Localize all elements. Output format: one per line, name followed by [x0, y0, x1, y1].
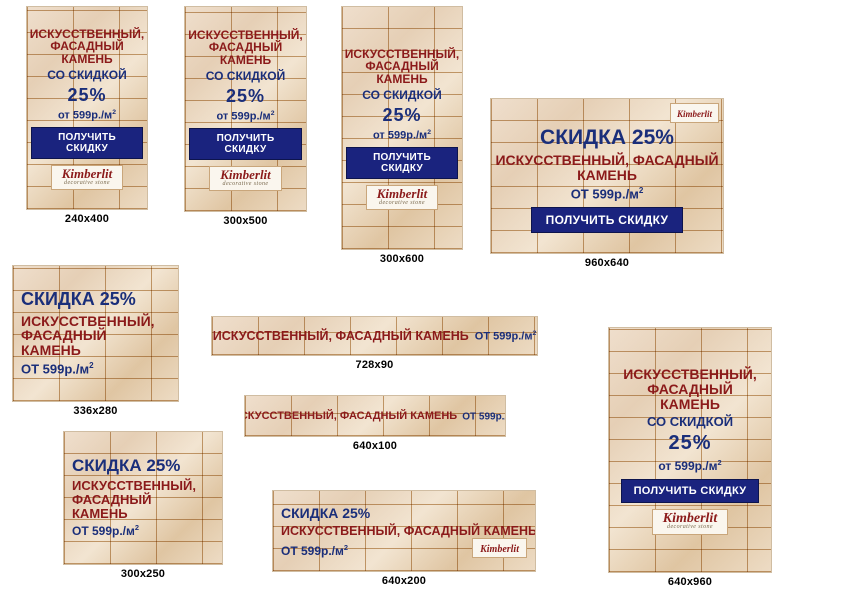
price: ОТ 599р./м2	[475, 330, 536, 343]
headline-line: ИСКУССТВЕННЫЙ,	[623, 366, 757, 382]
headline-line: КАМЕНЬ	[61, 52, 112, 66]
banner-960x640: Kimberlit СКИДКА 25% ИСКУССТВЕННЫЙ, ФАСА…	[490, 98, 724, 269]
banner-body: ИСКУССТВЕННЫЙ, ФАСАДНЫЙ КАМЕНЬ ОТ 599р./…	[211, 316, 538, 356]
discount-line: СКИДКА 25%	[72, 457, 180, 476]
headline-line: КАМЕНЬ	[21, 342, 81, 358]
price: ОТ 599р./м2	[72, 523, 139, 538]
banner-body: ИСКУССТВЕННЫЙ, ФАСАДНЫЙ КАМЕНЬ СО СКИДКО…	[26, 6, 148, 210]
with-discount: СО СКИДКОЙ	[47, 69, 126, 82]
size-caption: 300x500	[223, 215, 267, 227]
brand-logo: Kimberlit decorative stone	[652, 509, 728, 535]
with-discount: СО СКИДКОЙ	[206, 70, 285, 83]
brand-logo: Kimberlit decorative stone	[51, 165, 124, 190]
headline-line: КАМЕНЬ	[376, 72, 427, 86]
banner-640x100: ИСКУССТВЕННЫЙ, ФАСАДНЫЙ КАМЕНЬ ОТ 599р./…	[244, 395, 506, 452]
size-caption: 336x280	[73, 405, 117, 417]
brand-tag: decorative stone	[220, 182, 271, 188]
headline-line: КАМЕНЬ	[72, 506, 128, 521]
discount-line: СКИДКА 25%	[21, 290, 136, 310]
headline: ИСКУССТВЕННЫЙ, ФАСАДНЫЙ КАМЕНЬ	[30, 28, 144, 66]
brand-tag: decorative stone	[62, 181, 113, 187]
brand-name: Kimberlit	[480, 544, 519, 555]
price: от 599р./м2	[58, 109, 116, 122]
headline-line: ИСКУССТВЕННЫЙ, ФАСАДНЫЙ КАМЕНЬ	[495, 152, 718, 183]
banner-300x250: СКИДКА 25% ИСКУССТВЕННЫЙ, ФАСАДНЫЙ КАМЕН…	[63, 431, 223, 580]
brand-name: Kimberlit	[377, 188, 428, 200]
size-caption: 960x640	[585, 257, 629, 269]
price: ОТ 599р./м2	[462, 410, 506, 422]
banner-body: ИСКУССТВЕННЫЙ, ФАСАДНЫЙ КАМЕНЬ СО СКИДКО…	[184, 6, 307, 212]
cta-button[interactable]: ПОЛУЧИТЬ СКИДКУ	[346, 147, 458, 179]
discount-percent: 25%	[226, 86, 265, 107]
price: ОТ 599р./м2	[21, 361, 94, 376]
headline: ИСКУССТВЕННЫЙ, ФАСАДНЫЙ КАМЕНЬ	[495, 153, 719, 182]
banner-body: ИСКУССТВЕННЫЙ, ФАСАДНЫЙ КАМЕНЬ ОТ 599р./…	[244, 395, 506, 437]
discount-percent: 25%	[67, 85, 106, 106]
headline: ИСКУССТВЕННЫЙ, ФАСАДНЫЙ КАМЕНЬ	[244, 410, 457, 422]
size-caption: 640x200	[382, 575, 426, 587]
headline: ИСКУССТВЕННЫЙ, ФАСАДНЫЙ КАМЕНЬ	[188, 29, 302, 67]
banner-body: СКИДКА 25% ИСКУССТВЕННЫЙ, ФАСАДНЫЙ КАМЕН…	[272, 490, 536, 572]
banner-240x400: ИСКУССТВЕННЫЙ, ФАСАДНЫЙ КАМЕНЬ СО СКИДКО…	[26, 6, 148, 225]
cta-button[interactable]: ПОЛУЧИТЬ СКИДКУ	[189, 128, 302, 160]
banner-336x280: СКИДКА 25% ИСКУССТВЕННЫЙ, ФАСАДНЫЙ КАМЕН…	[12, 265, 179, 417]
brand-name: Kimberlit	[663, 512, 717, 525]
headline-line: КАМЕНЬ	[660, 396, 720, 412]
brand-name: Kimberlit	[62, 168, 113, 180]
banner-body: СКИДКА 25% ИСКУССТВЕННЫЙ, ФАСАДНЫЙ КАМЕН…	[12, 265, 179, 402]
headline: ИСКУССТВЕННЫЙ, ФАСАДНЫЙ КАМЕНЬ	[345, 48, 459, 86]
price: ОТ 599р./м2	[571, 186, 644, 201]
headline: ИСКУССТВЕННЫЙ, ФАСАДНЫЙ КАМЕНЬ	[21, 314, 155, 358]
cta-button[interactable]: ПОЛУЧИТЬ СКИДКУ	[531, 207, 684, 233]
size-caption: 300x250	[121, 568, 165, 580]
banner-body: СКИДКА 25% ИСКУССТВЕННЫЙ, ФАСАДНЫЙ КАМЕН…	[63, 431, 223, 565]
brand-name: Kimberlit	[220, 169, 271, 181]
discount-percent: 25%	[668, 432, 711, 455]
size-caption: 300x600	[380, 253, 424, 265]
brand-logo: Kimberlit	[670, 103, 719, 123]
discount-line: СКИДКА 25%	[540, 126, 674, 149]
headline-line: ФАСАДНЫЙ	[21, 327, 107, 343]
discount-line: СКИДКА 25%	[281, 506, 370, 521]
price: от 599р./м2	[373, 129, 431, 142]
brand-logo: Kimberlit	[472, 538, 527, 558]
banner-640x200: СКИДКА 25% ИСКУССТВЕННЫЙ, ФАСАДНЫЙ КАМЕН…	[272, 490, 536, 587]
size-caption: 728x90	[356, 359, 394, 371]
banner-body: ИСКУССТВЕННЫЙ, ФАСАДНЫЙ КАМЕНЬ СО СКИДКО…	[341, 6, 463, 250]
size-caption: 640x100	[353, 440, 397, 452]
size-caption: 240x400	[65, 213, 109, 225]
banner-body: Kimberlit СКИДКА 25% ИСКУССТВЕННЫЙ, ФАСА…	[490, 98, 724, 254]
banner-body: ИСКУССТВЕННЫЙ, ФАСАДНЫЙ КАМЕНЬ СО СКИДКО…	[608, 327, 772, 573]
price: от 599р./м2	[216, 110, 274, 123]
headline-line: КАМЕНЬ	[220, 53, 271, 67]
discount-percent: 25%	[382, 105, 421, 126]
price: от 599р./м2	[658, 458, 721, 473]
cta-button[interactable]: ПОЛУЧИТЬ СКИДКУ	[621, 479, 760, 503]
headline: ИСКУССТВЕННЫЙ, ФАСАДНЫЙ КАМЕНЬ	[623, 367, 757, 411]
with-discount: СО СКИДКОЙ	[362, 89, 441, 102]
cta-button[interactable]: ПОЛУЧИТЬ СКИДКУ	[31, 127, 143, 159]
brand-tag: decorative stone	[377, 201, 428, 207]
headline: ИСКУССТВЕННЫЙ, ФАСАДНЫЙ КАМЕНЬ	[213, 329, 469, 343]
price: ОТ 599р./м2	[281, 543, 348, 558]
banner-300x600: ИСКУССТВЕННЫЙ, ФАСАДНЫЙ КАМЕНЬ СО СКИДКО…	[341, 6, 463, 265]
size-caption: 640x960	[668, 576, 712, 588]
brand-logo: Kimberlit decorative stone	[366, 185, 439, 210]
banner-728x90: ИСКУССТВЕННЫЙ, ФАСАДНЫЙ КАМЕНЬ ОТ 599р./…	[211, 316, 538, 371]
banner-300x500: ИСКУССТВЕННЫЙ, ФАСАДНЫЙ КАМЕНЬ СО СКИДКО…	[184, 6, 307, 227]
brand-name: Kimberlit	[677, 109, 712, 119]
brand-logo: Kimberlit decorative stone	[209, 166, 282, 191]
banner-640x960: ИСКУССТВЕННЫЙ, ФАСАДНЫЙ КАМЕНЬ СО СКИДКО…	[608, 327, 772, 588]
with-discount: СО СКИДКОЙ	[647, 415, 733, 429]
headline: ИСКУССТВЕННЫЙ, ФАСАДНЫЙ КАМЕНЬ	[72, 479, 196, 520]
headline: ИСКУССТВЕННЫЙ, ФАСАДНЫЙ КАМЕНЬ	[281, 524, 536, 538]
headline-line: ФАСАДНЫЙ	[647, 381, 733, 397]
brand-tag: decorative stone	[663, 525, 717, 531]
